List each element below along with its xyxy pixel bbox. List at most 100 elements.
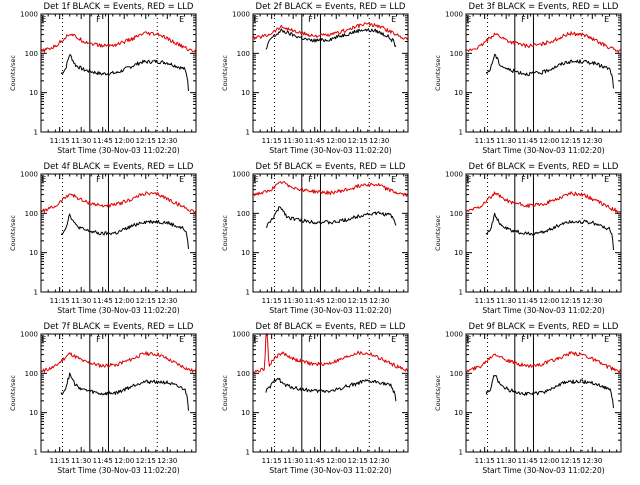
x-tick-label: 11:45 <box>93 457 113 465</box>
event-marker-label: E <box>604 335 609 344</box>
x-tick-label: 11:15 <box>475 457 495 465</box>
plot-frame <box>252 333 409 453</box>
y-tick-label: 100 <box>237 50 250 58</box>
y-axis-label: Counts/sec <box>9 375 17 411</box>
x-tick-label: 11:30 <box>71 137 91 145</box>
x-tick-label: 12:00 <box>326 137 346 145</box>
x-tick-label: 11:30 <box>496 137 516 145</box>
x-tick-label: 11:30 <box>496 457 516 465</box>
x-tick-label: 12:30 <box>157 457 177 465</box>
y-tick-label: 100 <box>25 370 38 378</box>
y-tick-label: 10 <box>454 409 463 417</box>
y-tick-label: 100 <box>450 370 463 378</box>
series-lld-line <box>465 351 622 374</box>
event-marker-label: E <box>391 335 396 344</box>
series-lld-line <box>40 191 197 214</box>
x-tick-label: 11:15 <box>50 457 70 465</box>
event-marker-label: F <box>521 15 526 24</box>
x-tick-label: 12:00 <box>114 457 134 465</box>
event-marker-label: E <box>179 335 184 344</box>
y-tick-label: 10 <box>454 249 463 257</box>
panel-title: Det 5f BLACK = Events, RED = LLD <box>256 162 406 172</box>
event-marker-label: F <box>96 335 101 344</box>
series-lld-line <box>252 22 409 40</box>
x-tick-label: 12:00 <box>539 457 559 465</box>
panel-title: Det 9f BLACK = Events, RED = LLD <box>469 322 619 332</box>
x-tick-label: 11:30 <box>283 137 303 145</box>
panel-det-1: Det 1f BLACK = Events, RED = LLD 1 10 100 10… <box>9 2 197 155</box>
event-marker-label: F <box>521 175 526 184</box>
plot-frame <box>465 173 622 293</box>
x-tick-label: 11:15 <box>262 457 282 465</box>
y-axis-label: Counts/sec <box>434 215 442 251</box>
event-marker-label: E <box>41 335 46 344</box>
series-events-line <box>60 213 189 250</box>
y-axis-label: Counts/sec <box>221 215 229 251</box>
panel-det-4: Det 4f BLACK = Events, RED = LLD 1 10 100 10… <box>9 162 197 315</box>
x-axis-label: Start Time (30-Nov-03 11:02:20) <box>482 146 604 155</box>
x-tick-label: 12:15 <box>348 457 368 465</box>
series-lld-line <box>465 191 622 213</box>
y-axis-label: Counts/sec <box>434 55 442 91</box>
x-tick-label: 11:45 <box>305 457 325 465</box>
y-tick-label: 1000 <box>20 171 38 179</box>
y-tick-label: 1 <box>246 449 250 457</box>
y-tick-label: 1000 <box>232 331 250 339</box>
y-tick-label: 10 <box>241 249 250 257</box>
panel-det-6: Det 6f BLACK = Events, RED = LLD 1 10 100 10… <box>434 162 622 315</box>
y-tick-label: 1000 <box>20 11 38 19</box>
panel-det-2: Det 2f BLACK = Events, RED = LLD 1 10 100 10… <box>221 2 409 155</box>
x-tick-label: 11:45 <box>93 137 113 145</box>
panel-title: Det 6f BLACK = Events, RED = LLD <box>469 162 619 172</box>
event-marker-label: F <box>521 335 526 344</box>
x-tick-label: 11:45 <box>305 137 325 145</box>
event-marker-label: F <box>96 175 101 184</box>
plot-frame <box>252 173 409 293</box>
x-tick-label: 12:00 <box>114 297 134 305</box>
y-tick-label: 1 <box>459 449 463 457</box>
y-tick-label: 1 <box>459 289 463 297</box>
y-tick-label: 1 <box>246 129 250 137</box>
event-marker-label: E <box>179 175 184 184</box>
x-tick-label: 12:15 <box>561 297 581 305</box>
series-events-line <box>60 372 189 411</box>
x-tick-label: 12:00 <box>539 137 559 145</box>
x-tick-label: 11:30 <box>283 457 303 465</box>
panel-det-3: Det 3f BLACK = Events, RED = LLD 1 10 100 10… <box>434 2 622 155</box>
x-tick-label: 12:30 <box>369 457 389 465</box>
series-lld-line <box>40 31 197 54</box>
series-events-line <box>485 53 614 89</box>
event-marker-label: E <box>253 335 258 344</box>
x-tick-label: 12:00 <box>326 457 346 465</box>
panel-det-7: Det 7f BLACK = Events, RED = LLD 1 10 100 10… <box>9 322 197 475</box>
panel-det-8: Det 8f BLACK = Events, RED = LLD 1 10 100 10… <box>221 322 409 475</box>
y-tick-label: 100 <box>450 50 463 58</box>
x-tick-label: 12:15 <box>561 137 581 145</box>
y-tick-label: 1000 <box>445 11 463 19</box>
y-axis-label: Counts/sec <box>9 55 17 91</box>
series-lld-line <box>252 181 409 197</box>
x-tick-label: 11:30 <box>283 297 303 305</box>
x-tick-label: 11:30 <box>496 297 516 305</box>
panel-title: Det 8f BLACK = Events, RED = LLD <box>256 322 406 332</box>
panel-title: Det 3f BLACK = Events, RED = LLD <box>469 2 619 12</box>
event-marker-label: E <box>391 175 396 184</box>
y-axis-label: Counts/sec <box>434 375 442 411</box>
event-marker-label: E <box>604 15 609 24</box>
y-tick-label: 1000 <box>20 331 38 339</box>
x-axis-label: Start Time (30-Nov-03 11:02:20) <box>269 466 391 475</box>
y-tick-label: 100 <box>25 50 38 58</box>
x-tick-label: 12:15 <box>348 137 368 145</box>
x-tick-label: 12:15 <box>561 457 581 465</box>
x-tick-label: 12:15 <box>136 457 156 465</box>
x-axis-label: Start Time (30-Nov-03 11:02:20) <box>482 306 604 315</box>
y-tick-label: 10 <box>29 409 38 417</box>
x-axis-label: Start Time (30-Nov-03 11:02:20) <box>482 466 604 475</box>
x-tick-label: 12:30 <box>582 137 602 145</box>
x-tick-label: 11:15 <box>262 137 282 145</box>
x-axis-label: Start Time (30-Nov-03 11:02:20) <box>57 466 179 475</box>
series-events-line <box>265 206 397 228</box>
x-tick-label: 12:30 <box>582 297 602 305</box>
y-tick-label: 1 <box>34 449 38 457</box>
